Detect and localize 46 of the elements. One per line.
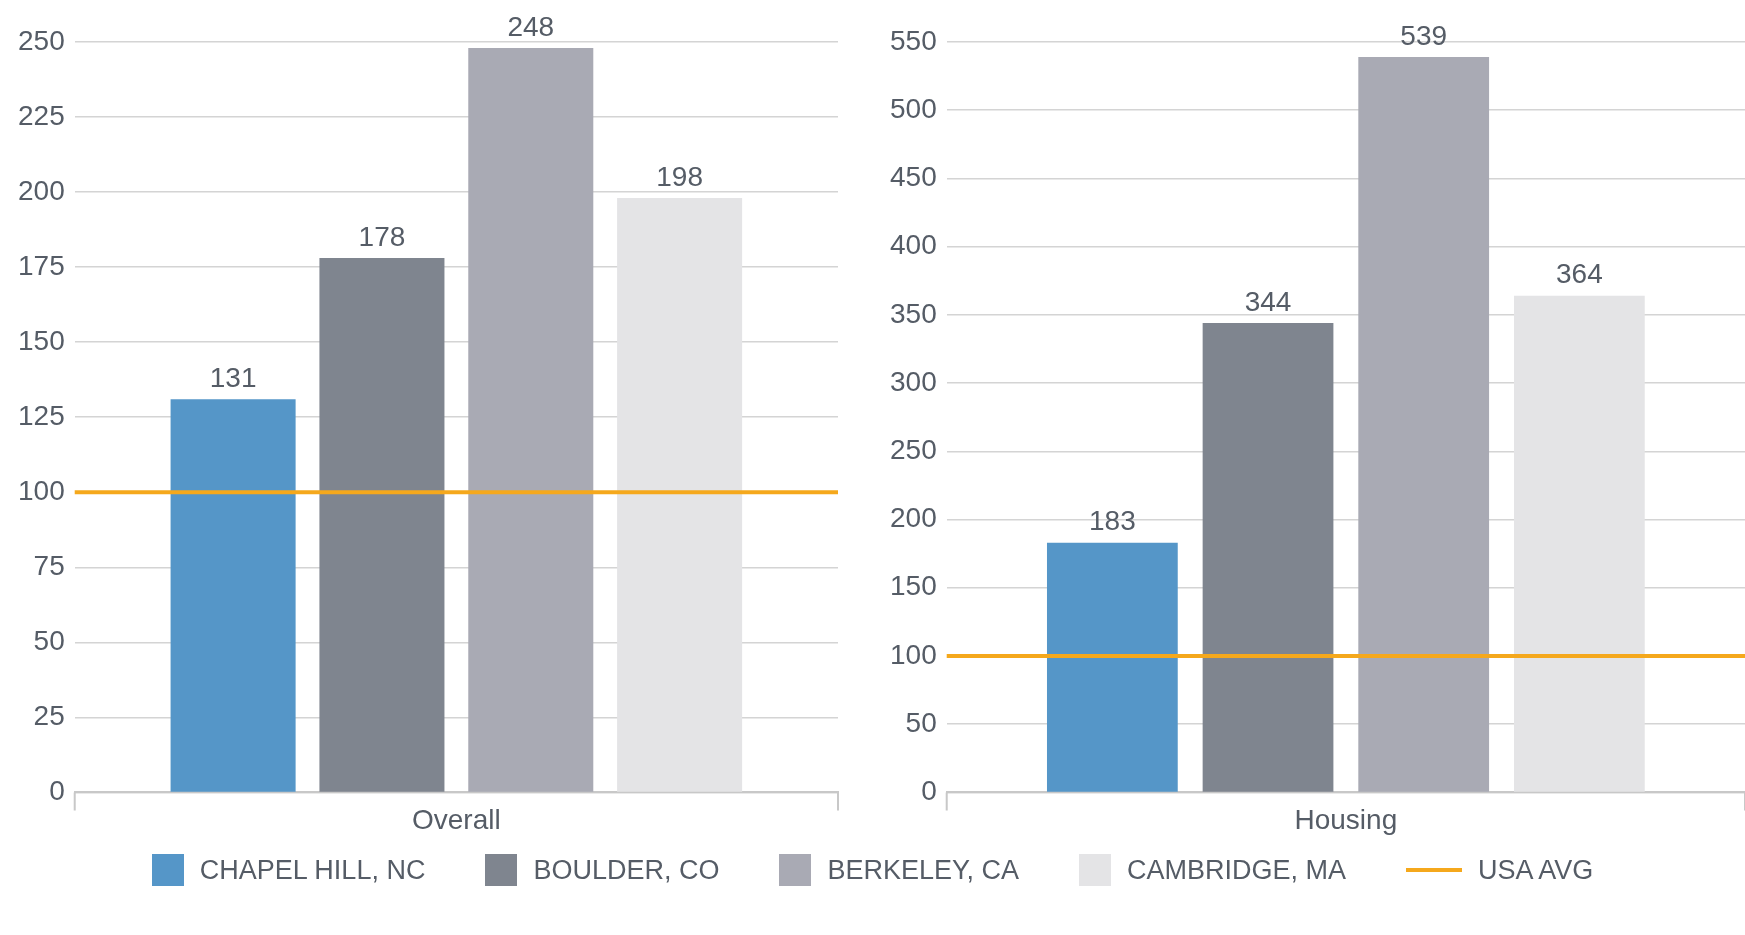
bar [1202, 323, 1334, 792]
bar [1358, 57, 1490, 792]
data-label: 248 [507, 10, 555, 42]
data-label: 183 [1089, 505, 1136, 537]
y-tick-label: 225 [18, 99, 65, 131]
legend-label: BERKELEY, CA [827, 854, 1020, 886]
data-label: 178 [358, 220, 406, 252]
y-tick-label: 100 [890, 638, 937, 670]
legend-label: CAMBRIDGE, MA [1127, 854, 1347, 886]
bar [617, 198, 743, 792]
y-tick-label: 450 [890, 161, 937, 193]
legend-label: USA AVG [1478, 854, 1594, 886]
bar [1046, 542, 1178, 792]
y-tick-label: 0 [49, 775, 65, 807]
bar [1513, 295, 1645, 792]
y-tick-label: 100 [18, 474, 65, 506]
y-tick-label: 25 [33, 700, 65, 732]
data-label: 539 [1400, 19, 1448, 51]
bar [319, 258, 445, 792]
y-tick-label: 250 [18, 24, 65, 56]
data-label: 364 [1556, 258, 1603, 290]
data-label: 344 [1244, 285, 1292, 317]
legend-label: CHAPEL HILL, NC [199, 854, 426, 886]
bar [468, 48, 594, 792]
data-label: 131 [209, 361, 257, 393]
y-tick-label: 175 [18, 249, 65, 281]
y-tick-label: 75 [33, 550, 65, 581]
y-tick-label: 150 [18, 324, 65, 356]
y-tick-label: 350 [890, 297, 937, 329]
y-tick-label: 200 [18, 174, 65, 206]
data-label: 198 [656, 160, 703, 192]
y-tick-label: 50 [905, 706, 937, 738]
y-tick-label: 500 [890, 92, 937, 124]
y-tick-label: 300 [890, 365, 937, 397]
y-tick-label: 200 [890, 502, 937, 534]
y-tick-label: 550 [890, 24, 937, 56]
legend-label: BOULDER, CO [533, 854, 720, 886]
x-tick-label: Overall [412, 803, 501, 835]
x-tick-label: Housing [1294, 803, 1398, 835]
y-tick-label: 150 [890, 570, 937, 602]
y-tick-label: 250 [890, 434, 937, 466]
y-tick-label: 0 [921, 775, 937, 807]
y-tick-label: 400 [890, 229, 937, 261]
y-tick-label: 125 [18, 399, 65, 431]
y-tick-label: 50 [33, 625, 65, 657]
bar [170, 399, 296, 792]
